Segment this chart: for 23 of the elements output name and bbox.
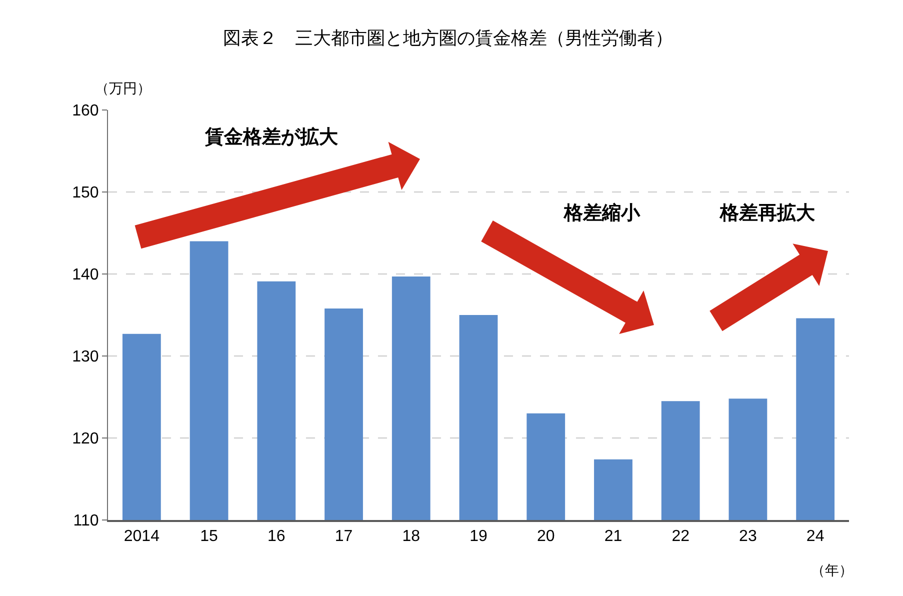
annotation: 格差縮小 bbox=[563, 202, 641, 224]
y-tick-label: 120 bbox=[72, 430, 99, 448]
x-tick-label: 24 bbox=[806, 528, 824, 545]
x-tick-label: 18 bbox=[402, 528, 420, 545]
x-tick-label: 17 bbox=[334, 528, 353, 545]
y-tick-label: 150 bbox=[72, 184, 99, 202]
chart-title: 図表２ 三大都市圏と地方圏の賃金格差（男性労働者） bbox=[223, 28, 673, 48]
x-tick-label: 15 bbox=[200, 528, 218, 545]
y-tick-label: 140 bbox=[72, 266, 99, 284]
x-tick-label: 2014 bbox=[124, 528, 160, 545]
x-axis-title: （年） bbox=[811, 562, 853, 578]
annotation: 賃金格差が拡大 bbox=[204, 126, 339, 148]
y-tick-label: 130 bbox=[72, 348, 99, 366]
x-tick-label: 16 bbox=[268, 528, 286, 545]
x-tick-label: 22 bbox=[672, 528, 690, 545]
y-axis-title: （万円） bbox=[95, 80, 151, 96]
x-tick-label: 21 bbox=[604, 528, 622, 545]
annotation: 格差再拡大 bbox=[719, 202, 816, 224]
x-tick-label: 23 bbox=[739, 528, 757, 545]
x-tick-label: 20 bbox=[536, 528, 555, 545]
x-tick-label: 19 bbox=[470, 528, 488, 545]
y-tick-label: 110 bbox=[73, 512, 99, 530]
y-tick-label: 160 bbox=[72, 102, 99, 120]
